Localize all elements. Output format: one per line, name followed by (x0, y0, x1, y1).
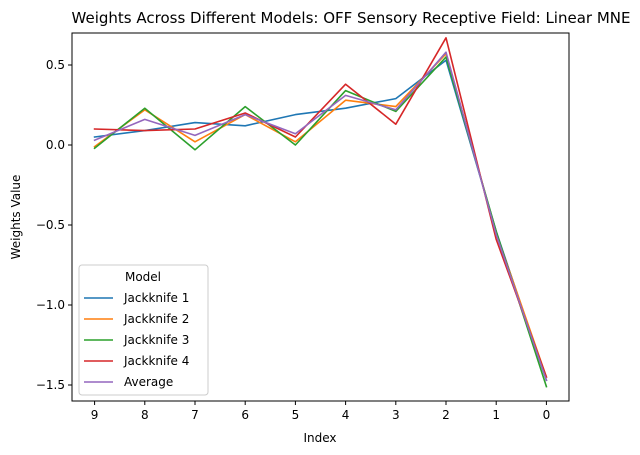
y-axis: −1.5 −1.0 −0.5 0.0 0.5 (36, 58, 72, 392)
x-tick-label: 1 (492, 408, 500, 422)
x-tick-label: 8 (141, 408, 149, 422)
legend-entries: Jackknife 1 Jackknife 2 Jackknife 3 Jackkni… (84, 291, 189, 389)
axes-frame (71, 32, 570, 402)
y-tick-label: −1.5 (36, 378, 65, 392)
series-line-jackknife-4 (93, 36, 548, 379)
x-axis: 9 8 7 6 5 4 3 2 1 0 (91, 401, 550, 422)
series-line-average (93, 51, 548, 382)
x-axis-label: Index (303, 431, 336, 445)
legend-label: Jackknife 2 (123, 312, 189, 326)
legend-title: Model (125, 270, 161, 284)
x-tick-label: 7 (191, 408, 199, 422)
legend-label: Jackknife 4 (123, 354, 189, 368)
y-tick-label: 0.0 (46, 138, 65, 152)
plot-area (71, 32, 570, 402)
x-tick-label: 4 (342, 408, 350, 422)
x-tick-label: 6 (241, 408, 249, 422)
y-tick-label: −0.5 (36, 218, 65, 232)
y-axis-label: Weights Value (9, 175, 23, 260)
x-tick-label: 5 (292, 408, 300, 422)
x-tick-label: 0 (543, 408, 551, 422)
chart-title: Weights Across Different Models: OFF Sen… (72, 9, 631, 27)
legend-label: Jackknife 1 (123, 291, 189, 305)
x-tick-label: 3 (392, 408, 400, 422)
x-tick-label: 2 (442, 408, 450, 422)
y-tick-label: −1.0 (36, 298, 65, 312)
legend-label: Jackknife 3 (123, 333, 189, 347)
series-lines (93, 36, 548, 388)
y-tick-label: 0.5 (46, 58, 65, 72)
x-tick-label: 9 (91, 408, 99, 422)
legend-label: Average (124, 375, 173, 389)
